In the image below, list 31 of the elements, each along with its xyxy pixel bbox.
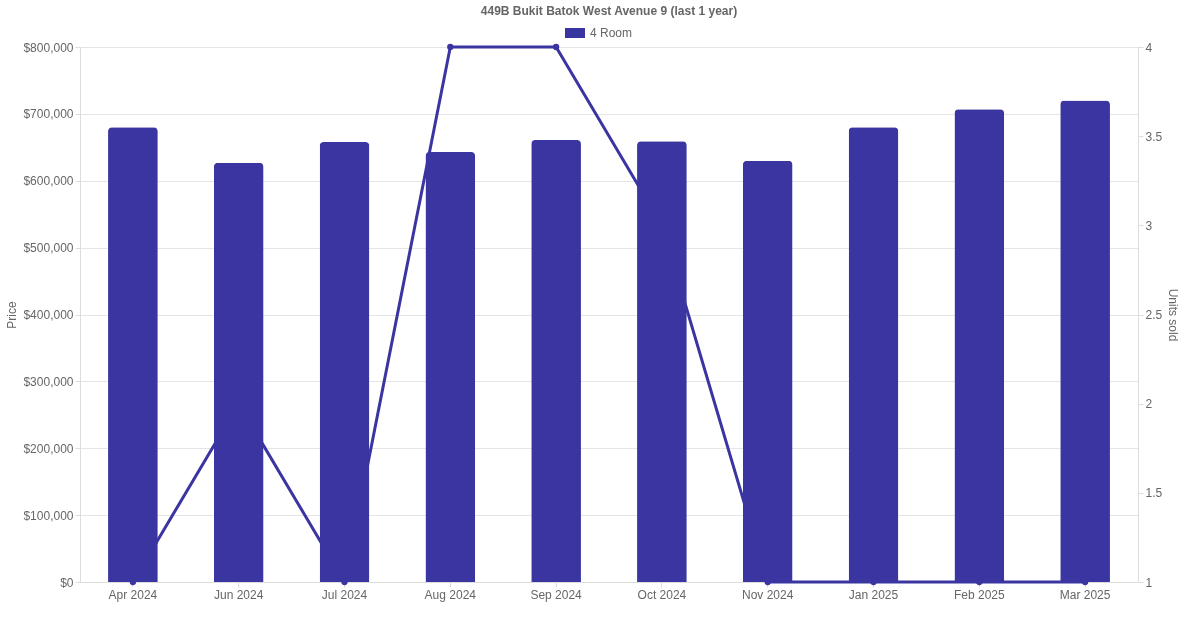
y-tick-label: $400,000 bbox=[23, 308, 74, 322]
x-tick-label: Jul 2024 bbox=[321, 587, 368, 602]
y-tick-label: $100,000 bbox=[23, 508, 74, 523]
x-tick-label: Mar 2025 bbox=[1059, 587, 1111, 602]
y2-tick-label: 4 bbox=[1145, 40, 1153, 55]
x-tick-label: Sep 2024 bbox=[530, 587, 583, 602]
legend-label: 4 Room bbox=[590, 26, 633, 40]
y-tick-label: $800,000 bbox=[23, 40, 74, 55]
y2-axis-title: Units sold bbox=[1166, 288, 1181, 342]
y2-tick-label: 1 bbox=[1145, 575, 1153, 590]
x-tick-label: Apr 2024 bbox=[108, 587, 158, 602]
x-tick-label: Aug 2024 bbox=[424, 587, 477, 602]
chart-title: 449B Bukit Batok West Avenue 9 (last 1 year) bbox=[480, 4, 738, 18]
y-tick-label: $600,000 bbox=[23, 174, 74, 189]
y2-tick-label: 2.5 bbox=[1145, 308, 1163, 322]
y2-tick-label: 3.5 bbox=[1145, 129, 1163, 144]
x-tick-label: Feb 2025 bbox=[953, 587, 1005, 602]
y-tick-label: $0 bbox=[60, 575, 74, 590]
y2-tick-label: 2 bbox=[1145, 397, 1153, 412]
x-tick-label: Jun 2024 bbox=[214, 587, 264, 602]
bar bbox=[531, 139, 581, 582]
y-tick-label: $500,000 bbox=[23, 241, 74, 256]
x-tick-label: Oct 2024 bbox=[637, 587, 687, 602]
y-tick-label: $700,000 bbox=[23, 107, 74, 122]
x-tick-label: Nov 2024 bbox=[742, 587, 794, 602]
x-tick-label: Jan 2025 bbox=[848, 587, 899, 602]
y-axis-title: Price bbox=[5, 301, 20, 329]
y2-tick-label: 3 bbox=[1145, 218, 1153, 233]
y2-tick-label: 1.5 bbox=[1145, 486, 1163, 501]
y-tick-label: $200,000 bbox=[23, 441, 74, 456]
y-tick-label: $300,000 bbox=[23, 374, 74, 389]
